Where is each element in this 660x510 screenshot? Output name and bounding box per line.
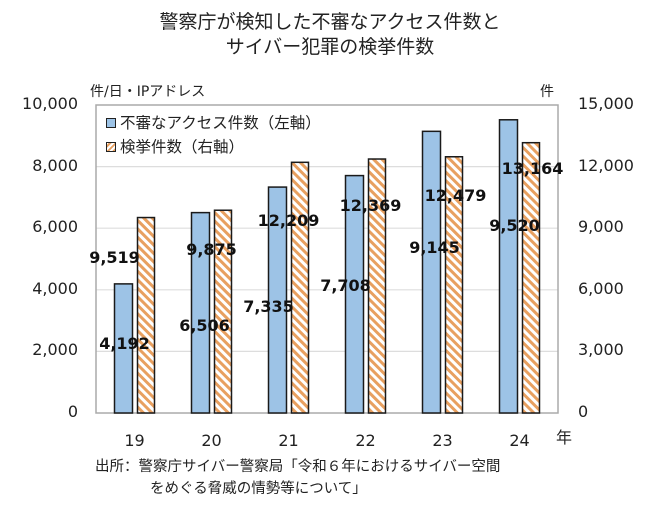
bar-arrests-23: [444, 156, 464, 414]
chart-title-line-1: 警察庁が検知した不審なアクセス件数と: [159, 11, 501, 33]
data-label-access: 9,520: [489, 216, 540, 235]
plot-frame: [95, 104, 559, 414]
right-tick-label: 6,000: [578, 278, 624, 298]
legend-label-access: 不審なアクセス件数（左軸）: [120, 114, 321, 132]
legend-swatch-blue: [106, 118, 116, 128]
bar-arrests-21: [290, 161, 310, 414]
legend-label-arrests: 検挙件数（右軸）: [120, 138, 245, 156]
data-label-access: 9,145: [409, 238, 460, 257]
data-label-arrests: 9,875: [186, 240, 237, 259]
data-label-arrests: 12,209: [258, 211, 320, 230]
left-tick-label: 2,000: [32, 340, 78, 360]
right-tick-label: 9,000: [578, 217, 624, 237]
legend-item-arrests: 検挙件数（右軸）: [106, 135, 321, 159]
bar-arrests-22: [367, 158, 387, 414]
x-tick-label: 21: [278, 431, 298, 450]
bar-arrests-20: [213, 209, 233, 414]
x-axis-unit: 年: [556, 428, 573, 447]
chart-title-line-2: サイバー犯罪の検挙件数: [225, 36, 435, 58]
data-label-access: 7,335: [243, 297, 294, 316]
left-tick-label: 0: [67, 402, 78, 421]
data-label-arrests: 12,369: [340, 196, 402, 215]
bar-access-23: [421, 130, 442, 414]
right-tick-label: 0: [578, 402, 589, 421]
right-tick-label: 15,000: [578, 94, 634, 113]
bar-access-19: [113, 283, 134, 414]
bar-arrests-24: [521, 141, 541, 414]
bar-access-22: [344, 174, 365, 414]
left-tick-label: 8,000: [32, 155, 78, 175]
x-tick-label: 19: [124, 431, 144, 450]
data-label-arrests: 9,519: [89, 248, 140, 267]
left-axis-unit: 件/日・IPアドレス: [90, 84, 206, 100]
x-tick-label: 22: [355, 431, 375, 450]
x-tick-label: 20: [201, 431, 221, 450]
data-label-access: 4,192: [99, 334, 150, 353]
right-tick-label: 12,000: [578, 155, 634, 175]
bar-access-21: [267, 186, 288, 414]
source-line-2: をめぐる脅威の情勢等について」: [150, 481, 367, 497]
x-tick-label: 23: [432, 431, 452, 450]
source-line-1: 出所：警察庁サイバー警察局「令和６年におけるサイバー空間: [95, 459, 501, 475]
right-tick-label: 3,000: [578, 340, 624, 360]
bar-arrests-19: [136, 216, 156, 414]
right-axis-unit: 件: [540, 84, 554, 100]
data-label-access: 6,506: [179, 316, 230, 335]
legend: 不審なアクセス件数（左軸） 検挙件数（右軸）: [106, 111, 321, 159]
bar-access-20: [190, 211, 211, 414]
x-tick-label: 24: [509, 431, 529, 450]
data-label-access: 7,708: [320, 276, 371, 295]
bar-access-24: [498, 119, 519, 414]
data-label-arrests: 13,164: [502, 159, 564, 178]
data-label-arrests: 12,479: [425, 186, 487, 205]
left-tick-label: 6,000: [32, 217, 78, 237]
left-tick-label: 4,000: [32, 278, 78, 298]
legend-item-access: 不審なアクセス件数（左軸）: [106, 111, 321, 135]
left-tick-label: 10,000: [22, 94, 78, 113]
legend-swatch-hatch: [106, 142, 116, 152]
